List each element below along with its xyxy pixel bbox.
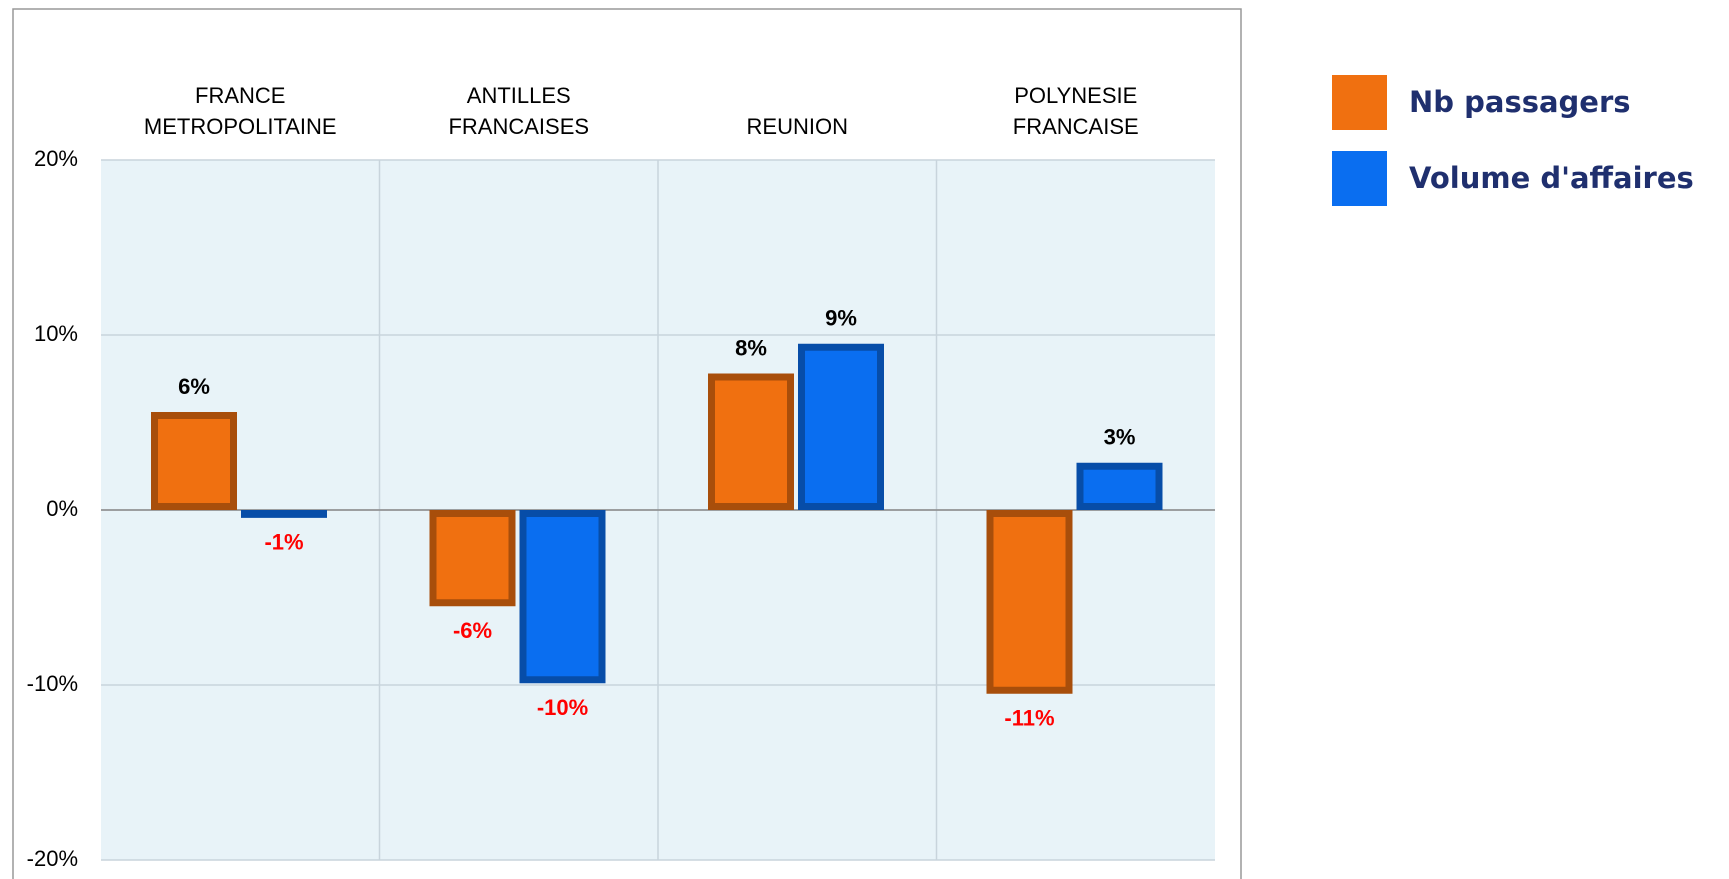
legend-swatch — [1332, 75, 1387, 130]
bar-face — [715, 380, 787, 503]
y-tick-label: -10% — [27, 671, 78, 696]
y-tick-label: 20% — [34, 146, 78, 171]
x-category-label: METROPOLITAINE — [144, 114, 337, 139]
value-label: 9% — [825, 306, 857, 331]
legend-label: Volume d'affaires — [1409, 161, 1694, 195]
legend-label: Nb passagers — [1409, 85, 1631, 119]
bar-face — [526, 517, 599, 677]
x-category-label: FRANCAISES — [448, 114, 589, 139]
value-label: -6% — [453, 618, 492, 643]
x-category-label: FRANCAISE — [1013, 114, 1139, 139]
value-label: -10% — [537, 695, 588, 720]
value-label: 3% — [1104, 425, 1136, 450]
x-category-label: FRANCE — [195, 83, 285, 108]
x-category-label: ANTILLES — [467, 83, 571, 108]
bar-face — [158, 419, 230, 503]
value-label: -11% — [1004, 706, 1054, 731]
legend-swatch — [1332, 151, 1387, 206]
bar-face — [436, 517, 509, 600]
bar — [241, 510, 327, 518]
value-label: 6% — [178, 374, 210, 399]
value-label: 8% — [735, 335, 767, 360]
y-tick-label: 10% — [34, 321, 78, 346]
bar-face — [1083, 469, 1156, 503]
bar-face — [805, 350, 877, 503]
x-category-label: REUNION — [747, 114, 848, 139]
y-tick-label: -20% — [27, 846, 78, 871]
y-tick-label: 0% — [46, 496, 78, 521]
bar-face — [993, 517, 1066, 687]
x-category-label: POLYNESIE — [1014, 83, 1137, 108]
value-label: -1% — [264, 530, 303, 555]
